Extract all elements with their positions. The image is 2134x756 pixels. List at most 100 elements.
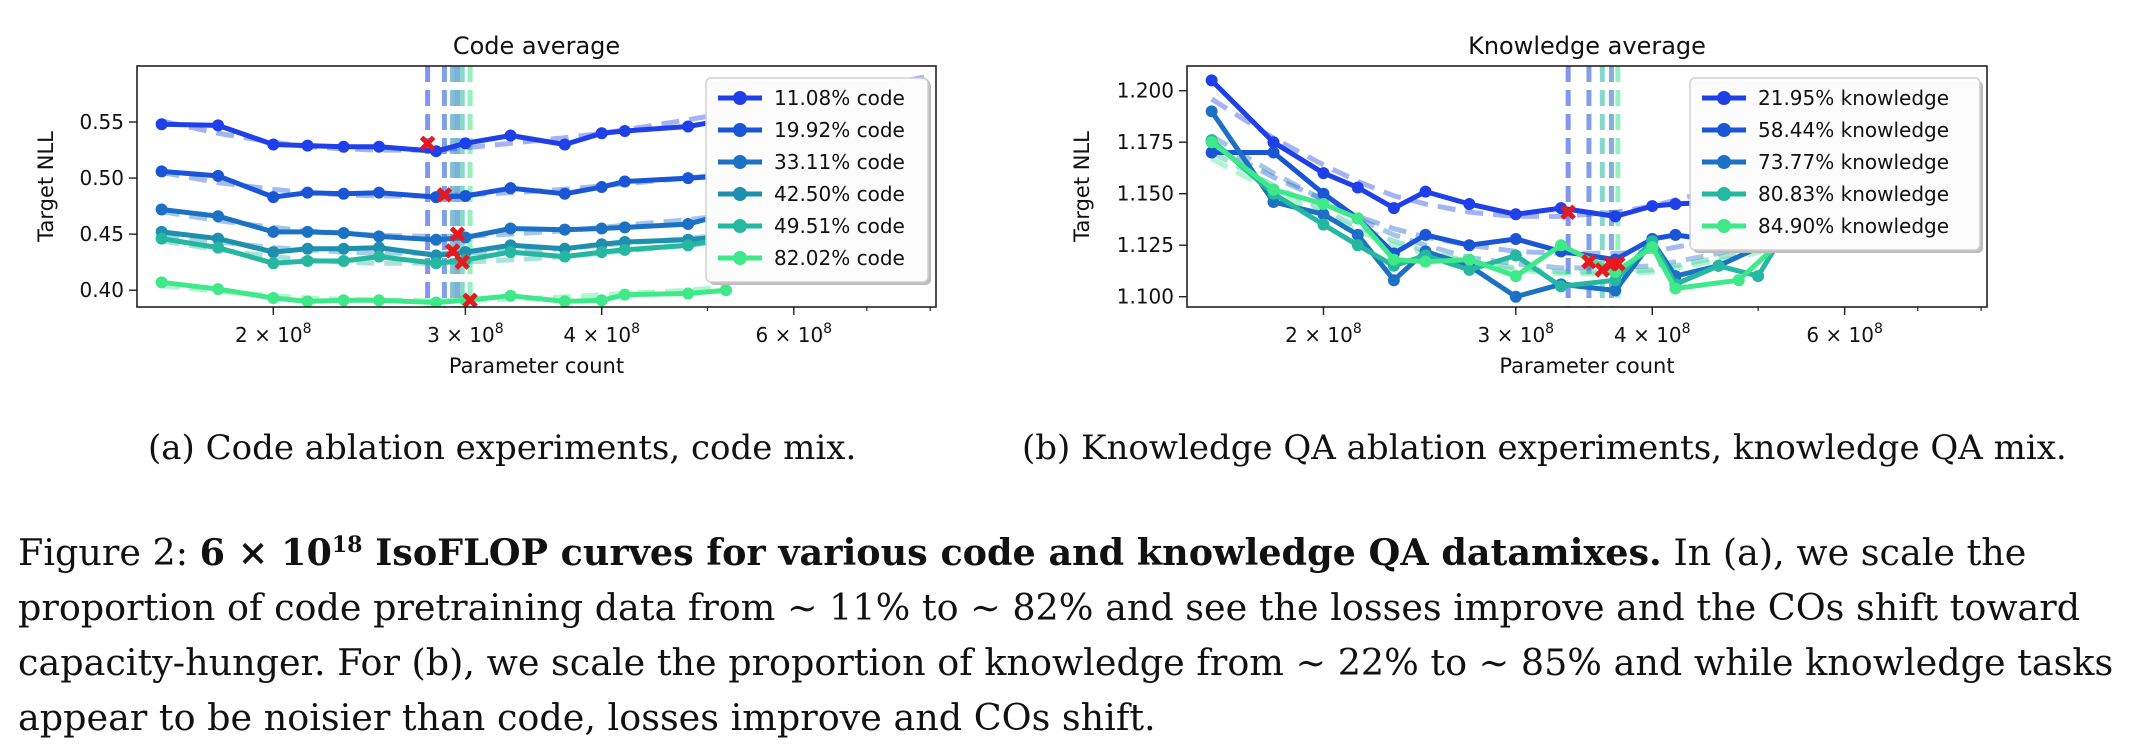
knowledge-y-axis-label: Target NLL	[1070, 131, 1094, 243]
code-point	[558, 223, 571, 236]
code-legend-label: 19.92% code	[774, 118, 905, 142]
knowledge-point	[1463, 198, 1476, 211]
code-plot-area	[155, 66, 931, 307]
knowledge-point	[1267, 195, 1280, 208]
knowledge-point	[1317, 208, 1330, 221]
knowledge-point	[1317, 198, 1330, 211]
code-legend-marker	[733, 155, 747, 169]
knowledge-point	[1205, 146, 1218, 159]
code-point	[155, 276, 168, 289]
code-point	[267, 225, 280, 238]
knowledge-series-line-4	[1210, 140, 1779, 291]
code-point	[430, 296, 443, 307]
knowledge-point	[1712, 259, 1725, 272]
code-point	[155, 165, 168, 178]
code-x-tick-label: 3 × 108	[427, 321, 504, 347]
code-point	[430, 257, 443, 270]
caption-bold-title: 6 × 1018 IsoFLOP curves for various code…	[199, 531, 1662, 575]
code-point	[212, 283, 225, 296]
knowledge-y-tick-label: 1.100	[1117, 285, 1174, 309]
knowledge-legend: 21.95% knowledge 58.44% knowledge 73.77% k…	[1689, 77, 1983, 253]
code-point	[373, 241, 386, 254]
code-x-tick-label: 4 × 108	[563, 321, 640, 347]
knowledge-point	[1267, 183, 1280, 196]
code-point	[459, 137, 472, 150]
knowledge-series-line-2	[1209, 109, 1778, 300]
knowledge-y-tick-label: 1.150	[1117, 182, 1174, 206]
knowledge-x-tick-label: 4 × 108	[1614, 321, 1691, 347]
knowledge-legend-marker	[1717, 219, 1731, 233]
figure-panels: Code average 2 × 108 3 × 108 4 × 108 6 × 108…	[34, 32, 1988, 378]
knowledge-point	[1419, 228, 1432, 241]
knowledge-point	[1205, 74, 1218, 87]
code-point	[504, 246, 517, 259]
knowledge-point	[1267, 136, 1280, 149]
code-point	[337, 294, 350, 307]
code-optimum-marker-2	[449, 226, 466, 242]
code-point	[337, 187, 350, 200]
knowledge-point	[1752, 270, 1765, 283]
subcaption-b: (b) Knowledge QA ablation experiments, k…	[1022, 428, 2067, 468]
code-point	[301, 139, 314, 152]
code-point	[373, 230, 386, 243]
code-point	[682, 172, 695, 185]
code-optimum-marker-5	[462, 292, 478, 307]
code-point	[459, 190, 472, 203]
code-point	[682, 120, 695, 133]
knowledge-legend-marker	[1717, 91, 1731, 105]
knowledge-point	[1351, 181, 1364, 194]
knowledge-point	[1387, 202, 1400, 215]
code-y-tick-label: 0.45	[79, 222, 124, 246]
code-point	[504, 289, 517, 302]
code-point	[373, 250, 386, 263]
code-point	[267, 257, 280, 270]
code-x-axis-label: Parameter count	[449, 354, 624, 378]
knowledge-point	[1419, 255, 1432, 268]
code-legend-label: 49.51% code	[774, 214, 905, 238]
code-point	[301, 242, 314, 255]
code-y-tick-label: 0.55	[79, 110, 124, 134]
code-point	[682, 239, 695, 252]
code-point	[618, 243, 631, 256]
code-point	[301, 295, 314, 307]
code-legend-marker	[733, 251, 747, 265]
subcaption-a: (a) Code ablation experiments, code mix.	[148, 428, 857, 468]
knowledge-optimum-marker-4	[1610, 255, 1626, 272]
knowledge-plot-area	[1205, 66, 1783, 307]
knowledge-point	[1267, 146, 1280, 159]
knowledge-point	[1509, 270, 1522, 283]
code-point	[155, 232, 168, 245]
knowledge-point	[1509, 249, 1522, 262]
code-point	[267, 191, 280, 204]
knowledge-legend-marker	[1717, 155, 1731, 169]
knowledge-point	[1463, 253, 1476, 266]
knowledge-point	[1317, 218, 1330, 231]
code-point	[337, 227, 350, 240]
knowledge-point	[1509, 233, 1522, 246]
code-optimum-marker-4	[454, 254, 471, 270]
knowledge-y-tick-label: 1.175	[1117, 130, 1174, 154]
knowledge-point	[1351, 212, 1364, 225]
code-legend-marker	[733, 123, 747, 137]
knowledge-optimum-marker-1	[1581, 253, 1597, 270]
code-axes-frame	[136, 65, 937, 308]
knowledge-fit-curve-1	[1210, 142, 1778, 256]
knowledge-point	[1609, 210, 1622, 223]
code-point	[212, 210, 225, 223]
code-point	[373, 140, 386, 153]
knowledge-optimum-marker-3	[1594, 262, 1611, 278]
knowledge-point	[1646, 241, 1659, 254]
knowledge-x-tick-label: 6 × 108	[1806, 321, 1883, 347]
knowledge-point	[1205, 136, 1218, 149]
knowledge-legend-marker	[1717, 123, 1731, 137]
knowledge-legend-label: 73.77% knowledge	[1758, 150, 1949, 174]
code-point	[373, 294, 386, 307]
code-point	[155, 203, 168, 216]
knowledge-point	[1669, 198, 1682, 211]
knowledge-point	[1387, 253, 1400, 266]
code-point	[301, 225, 314, 238]
knowledge-point	[1419, 185, 1432, 198]
code-legend-marker	[733, 91, 747, 105]
caption-body: In (a), we scale the proportion of code …	[18, 531, 2114, 740]
code-point	[301, 186, 314, 199]
